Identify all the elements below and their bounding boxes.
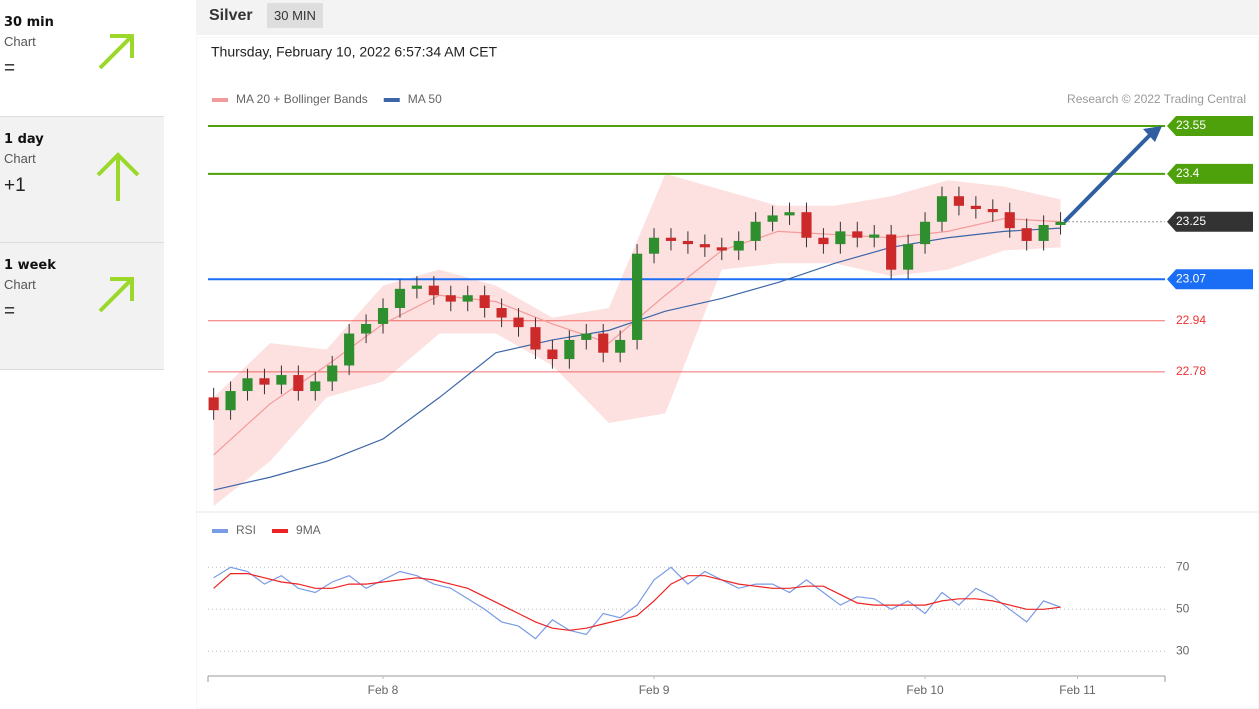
level-tag [1167, 163, 1253, 184]
candle-body [208, 397, 219, 411]
sidebar-item[interactable]: 1 week Chart = [0, 243, 164, 370]
signal: = [4, 301, 16, 322]
x-tick-label: Feb 11 [1059, 683, 1096, 697]
candle-body [903, 244, 914, 270]
candle-body [259, 378, 270, 385]
candle-body [276, 375, 287, 385]
period: 1 day [4, 132, 44, 147]
x-tick-label: Feb 8 [368, 683, 399, 697]
candle-body [886, 234, 897, 270]
candle-body [665, 237, 677, 241]
candle-body [970, 205, 981, 209]
signal: = [4, 58, 16, 79]
candle-body [1004, 212, 1015, 229]
candle-body [513, 317, 524, 328]
candle-body [530, 327, 541, 350]
y-tick-label: 70 [1176, 559, 1190, 573]
candle-body [699, 244, 710, 248]
candle-body [953, 196, 965, 206]
sidebar-item[interactable]: 30 min Chart = [0, 0, 164, 117]
candle-body [496, 308, 507, 318]
level-tag [1167, 269, 1253, 290]
trend-arrow [96, 152, 140, 201]
chart: Thursday, February 10, 2022 6:57:34 AM C… [196, 37, 1259, 709]
level-label: 23.25 [1176, 214, 1206, 228]
indicator-line [213, 566, 1061, 640]
candle-body [462, 295, 473, 302]
candle-body [411, 285, 422, 289]
credit: Research © 2022 Trading Central [1067, 92, 1246, 106]
level-tag [1167, 211, 1253, 232]
legend-label: 9MA [296, 523, 321, 537]
candle-body [987, 209, 998, 213]
legend-label: RSI [236, 523, 256, 537]
candle-body [919, 221, 931, 245]
timeframe-badge[interactable]: 30 MIN [267, 3, 323, 28]
kind: Chart [4, 34, 36, 49]
candle-body [394, 288, 406, 308]
candle-body [733, 240, 744, 251]
y-tick-label: 50 [1176, 601, 1190, 615]
level-label: 23.55 [1176, 118, 1206, 132]
candle-body [361, 323, 372, 334]
candle-body [632, 253, 643, 340]
candle-body [784, 212, 795, 216]
candle-body [242, 378, 253, 392]
forecast-arrow [1063, 133, 1152, 224]
sidebar-item[interactable]: 1 day Chart +1 [0, 117, 164, 243]
candle-body [225, 391, 236, 411]
header: Silver 30 MIN [196, 0, 1259, 35]
level-label: 23.4 [1176, 166, 1200, 180]
signal: +1 [4, 175, 26, 196]
timestamp: Thursday, February 10, 2022 6:57:34 AM C… [211, 44, 498, 60]
trend-arrow [98, 34, 134, 70]
forecast-arrowhead [1143, 125, 1162, 142]
legend-label: MA 20 + Bollinger Bands [236, 92, 368, 106]
candle-body [1021, 228, 1032, 241]
candle-body [598, 333, 609, 353]
candle-body [547, 349, 558, 360]
candle-body [936, 196, 948, 222]
candle-body [716, 247, 727, 251]
candle-body [801, 212, 812, 238]
candle-body [1038, 224, 1049, 241]
level-tag [1167, 115, 1253, 136]
candle-body [310, 381, 321, 392]
candle-body [377, 308, 389, 324]
candle-body [835, 231, 846, 245]
legend-label: MA 50 [408, 92, 442, 106]
level-label: 22.94 [1176, 313, 1206, 327]
level-label: 23.07 [1176, 271, 1206, 285]
indicator-line [213, 572, 1061, 631]
candle-body [445, 295, 456, 302]
y-tick-label: 30 [1176, 643, 1190, 657]
candle-body [818, 237, 829, 245]
candle-body [852, 231, 863, 238]
candle-body [344, 333, 355, 366]
level-label: 22.78 [1176, 364, 1206, 378]
candle-body [648, 237, 660, 254]
period: 1 week [4, 258, 56, 273]
x-tick-label: Feb 9 [639, 683, 670, 697]
candle-body [682, 240, 693, 245]
candle-body [293, 375, 304, 392]
title: Silver [209, 7, 253, 24]
candle-body [327, 365, 338, 382]
candle-body [1055, 221, 1066, 225]
trend-arrow [98, 277, 134, 313]
kind: Chart [4, 277, 36, 292]
candle-body [767, 215, 778, 222]
period: 30 min [4, 15, 54, 30]
x-tick-label: Feb 10 [906, 683, 944, 697]
candle-body [750, 221, 761, 241]
candle-body [564, 339, 575, 360]
candle-body [581, 333, 592, 340]
candle-body [479, 295, 490, 308]
candle-body [615, 339, 626, 353]
kind: Chart [4, 151, 36, 166]
candle-body [428, 285, 439, 296]
candle-body [869, 234, 880, 238]
